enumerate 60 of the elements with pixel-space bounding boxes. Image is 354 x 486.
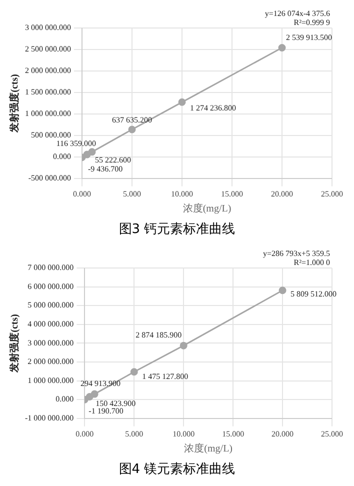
x-tick-label: 5.000	[123, 189, 141, 198]
x-tick-label: 25.000	[321, 189, 343, 198]
y-tick-label: -500 000.000	[28, 173, 71, 182]
y-tick-label: 3 000 000.000	[28, 338, 74, 348]
x-tick-label: 5.000	[125, 429, 144, 438]
data-label: 1 475 127.800	[142, 372, 188, 381]
y-tick-label: 1 500 000.000	[25, 88, 71, 97]
y-axis-title: 发射强度(cts)	[8, 74, 21, 134]
x-tick-label: 0.000	[76, 429, 94, 438]
text: R²=0.999 9	[294, 18, 330, 28]
x-tick-label: 15.000	[222, 429, 244, 438]
y-tick-label: 500 000.000	[31, 130, 71, 140]
point	[278, 286, 286, 294]
data-label: 637 635.200	[112, 116, 152, 125]
x-tick-label: 20.000	[271, 189, 293, 198]
data-label: 294 913.900	[80, 379, 121, 388]
point	[178, 98, 186, 106]
x-axis-title: 浓度(mg/L)	[182, 202, 232, 215]
y-tick-label: 5 000 000.000	[28, 300, 74, 310]
y-tick-label: 2 000 000.000	[28, 357, 74, 366]
data-label: 2 539 913.500	[286, 32, 332, 42]
y-tick-label: 2 000 000.000	[25, 66, 71, 76]
point	[90, 390, 98, 398]
point	[278, 44, 286, 52]
y-tick-label: 7 000 000.000	[28, 263, 74, 272]
y-tick-label: 4 000 000.000	[28, 319, 74, 328]
y-tick-label: 0.000	[53, 152, 71, 162]
y-tick-label: 1 000 000.000	[28, 376, 74, 385]
x-tick-label: 15.000	[221, 189, 243, 198]
x-tick-label: 0.000	[73, 189, 91, 198]
point	[128, 126, 136, 134]
data-label: 2 874 185.900	[136, 330, 182, 340]
y-axis-title: 发射强度(cts)	[8, 314, 21, 374]
y-tick-label: -1 000 000.000	[24, 413, 74, 422]
data-label: 1 274 236.800	[190, 103, 236, 112]
data-label: 150 423.900	[96, 398, 136, 408]
data-label: 5 809 512.000	[290, 289, 337, 298]
x-tick-label: 10.000	[171, 189, 193, 198]
y-tick-label: 2 500 000.000	[25, 44, 71, 54]
text: 图4 镁元素标准曲线	[118, 461, 236, 478]
x-tick-label: 20.000	[272, 429, 294, 438]
y-tick-label: 1 000 000.000	[25, 109, 71, 118]
y-tick-label: 3 000 000.000	[25, 23, 71, 32]
text: R²=1.000 0	[294, 258, 330, 268]
data-label: 55 222.600	[95, 156, 131, 165]
y-tick-label: 6 000 000.000	[28, 282, 74, 291]
point	[180, 342, 188, 350]
point	[86, 393, 94, 401]
point	[130, 368, 138, 376]
data-label: -1 190.700	[88, 406, 124, 416]
x-tick-label: 10.000	[172, 429, 195, 438]
x-tick-label: 25.000	[321, 429, 343, 438]
x-axis-title: 浓度(mg/L)	[184, 442, 232, 455]
text: y=286 793x+5 359.5	[262, 249, 330, 258]
text: y=126 074x-4 375.6	[264, 9, 330, 18]
data-label: -9 436.700	[88, 164, 123, 174]
data-label: 116 359.000	[56, 139, 96, 148]
point	[88, 148, 96, 156]
y-tick-label: 0.000	[56, 394, 74, 404]
text: 图3 钙元素标准曲线	[118, 221, 236, 238]
